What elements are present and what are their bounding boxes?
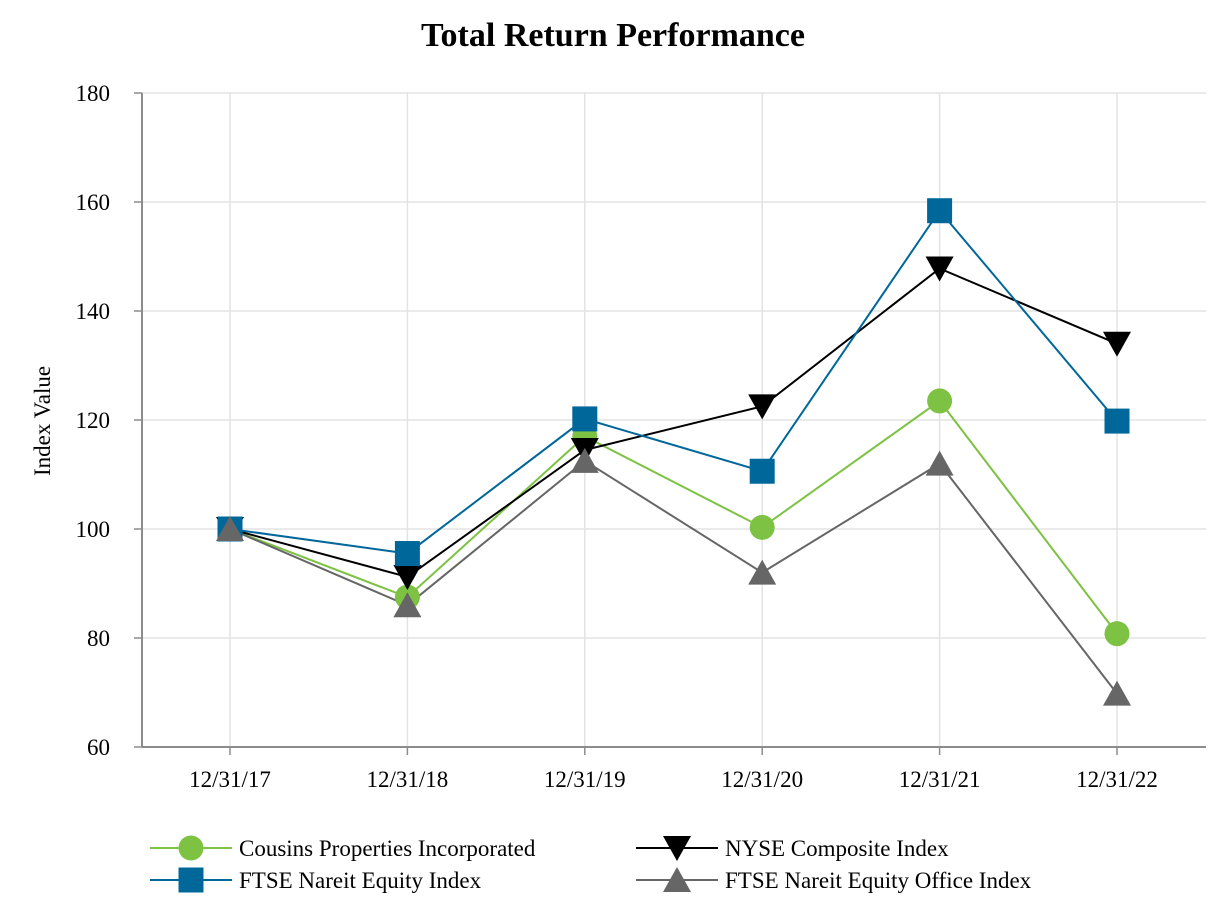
tick-labels: 60 80 100 120 140 160 180 12/31/17 12/31/18 12/31… xyxy=(76,81,1158,792)
legend-item-ftse-nareit-equity-office-index: FTSE Nareit Equity Office Index xyxy=(636,867,1032,893)
legend: Cousins Properties Incorporated NYSE Comp… xyxy=(150,835,1032,893)
y-tick-label: 140 xyxy=(76,299,111,324)
data-point-cousins-properties-incorporated xyxy=(1104,621,1130,647)
series-line-ftse-nareit-equity-office-index xyxy=(229,459,1118,695)
data-point-cousins-properties-incorporated xyxy=(927,388,953,414)
y-axis-label: Index Value xyxy=(30,366,55,476)
chart-title: Total Return Performance xyxy=(421,17,805,54)
legend-marker xyxy=(178,835,204,861)
x-tick-label: 12/31/21 xyxy=(899,767,981,792)
series-lines xyxy=(229,209,1118,695)
y-tick-label: 160 xyxy=(76,190,111,215)
data-point-nyse-composite-index xyxy=(1103,331,1131,357)
x-tick-label: 12/31/17 xyxy=(189,767,271,792)
legend-marker xyxy=(663,836,691,861)
series-line-ftse-nareit-equity-index xyxy=(229,209,1118,555)
gridlines xyxy=(142,92,1206,748)
legend-marker xyxy=(663,867,691,892)
x-tick-label: 12/31/18 xyxy=(367,767,449,792)
data-point-ftse-nareit-equity-office-index xyxy=(1103,680,1131,706)
data-point-ftse-nareit-equity-office-index xyxy=(393,592,422,618)
legend-item-nyse-composite-index: NYSE Composite Index xyxy=(636,836,949,861)
x-tick-label: 12/31/22 xyxy=(1076,767,1158,792)
y-tick-label: 180 xyxy=(76,81,111,106)
data-point-nyse-composite-index xyxy=(748,394,777,420)
y-tick-label: 80 xyxy=(87,626,110,651)
data-point-ftse-nareit-equity-index xyxy=(749,458,775,484)
x-tick-label: 12/31/20 xyxy=(721,767,803,792)
data-point-ftse-nareit-equity-index xyxy=(927,198,953,224)
data-point-cousins-properties-incorporated xyxy=(749,514,775,540)
series-line-cousins-properties-incorporated xyxy=(229,399,1118,635)
series-markers xyxy=(216,198,1131,706)
x-tick-label: 12/31/19 xyxy=(544,767,626,792)
legend-label: FTSE Nareit Equity Office Index xyxy=(725,868,1032,893)
data-point-ftse-nareit-equity-index xyxy=(572,406,598,432)
legend-marker xyxy=(178,867,204,893)
data-point-ftse-nareit-equity-office-index xyxy=(748,559,777,585)
data-point-ftse-nareit-equity-office-index xyxy=(216,516,244,541)
data-point-ftse-nareit-equity-index xyxy=(394,541,420,567)
data-point-ftse-nareit-equity-office-index xyxy=(925,450,954,476)
legend-item-ftse-nareit-equity-index: FTSE Nareit Equity Index xyxy=(150,867,482,893)
data-point-ftse-nareit-equity-office-index xyxy=(570,447,599,473)
series-line-nyse-composite-index xyxy=(229,267,1118,579)
data-point-nyse-composite-index xyxy=(393,564,422,590)
legend-label: NYSE Composite Index xyxy=(725,836,949,861)
y-tick-label: 100 xyxy=(76,517,111,542)
y-tick-label: 60 xyxy=(87,735,110,760)
legend-label: FTSE Nareit Equity Index xyxy=(239,868,482,893)
legend-label: Cousins Properties Incorporated xyxy=(239,836,536,861)
data-point-nyse-composite-index xyxy=(925,256,954,282)
axes xyxy=(134,92,1206,755)
legend-item-cousins-properties-incorporated: Cousins Properties Incorporated xyxy=(150,835,536,861)
data-point-ftse-nareit-equity-index xyxy=(1104,408,1130,434)
y-tick-label: 120 xyxy=(76,408,111,433)
